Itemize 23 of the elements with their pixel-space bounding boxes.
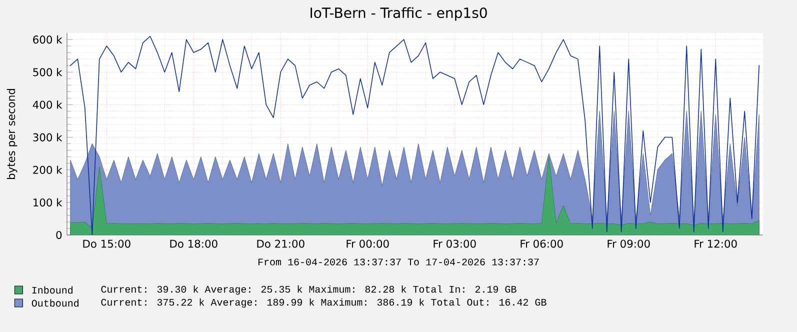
- text: Current: 375.22 k Average: 189.99 k Maximum: 386.19 k Total Out: 16.42 GB: [101, 298, 546, 308]
- legend-label: Outbound: [32, 299, 79, 307]
- text: From 16-04-2026 13:37:37 To 17-04-2026 13:37:37: [258, 258, 539, 266]
- chart-title: IoT-Bern - Traffic - enp1s0: [310, 7, 487, 21]
- y-tick-label: 500 k: [33, 68, 62, 76]
- text: Current: 39.30 k Average: 25.35 k Maximum: 82.28 k Total In: 2.19 GB: [101, 285, 516, 295]
- y-axis-title: bytes per second: [6, 89, 18, 179]
- y-tick-label: 0: [56, 230, 62, 240]
- legend-label: Inbound: [32, 286, 73, 294]
- x-tick-label: Do 21:00: [257, 240, 304, 248]
- x-tick-label: Fr 09:00: [608, 240, 650, 248]
- line-series: [70, 36, 760, 235]
- x-tick-label: Fr 06:00: [520, 240, 563, 248]
- x-tick-label: Fr 12:00: [694, 240, 737, 248]
- y-tick-label: 200 k: [33, 166, 62, 174]
- y-tick-label: 400 k: [32, 100, 62, 109]
- x-tick-label: Do 15:00: [83, 240, 130, 248]
- y-tick-label: 300 k: [33, 133, 62, 142]
- x-tick-label: Do 18:00: [170, 240, 218, 248]
- y-tick-label: 600 k: [33, 35, 62, 44]
- x-tick-label: Fr 03:00: [434, 240, 476, 248]
- y-tick-label: 100 k: [34, 198, 62, 207]
- x-tick-label: Fr 00:00: [346, 240, 389, 248]
